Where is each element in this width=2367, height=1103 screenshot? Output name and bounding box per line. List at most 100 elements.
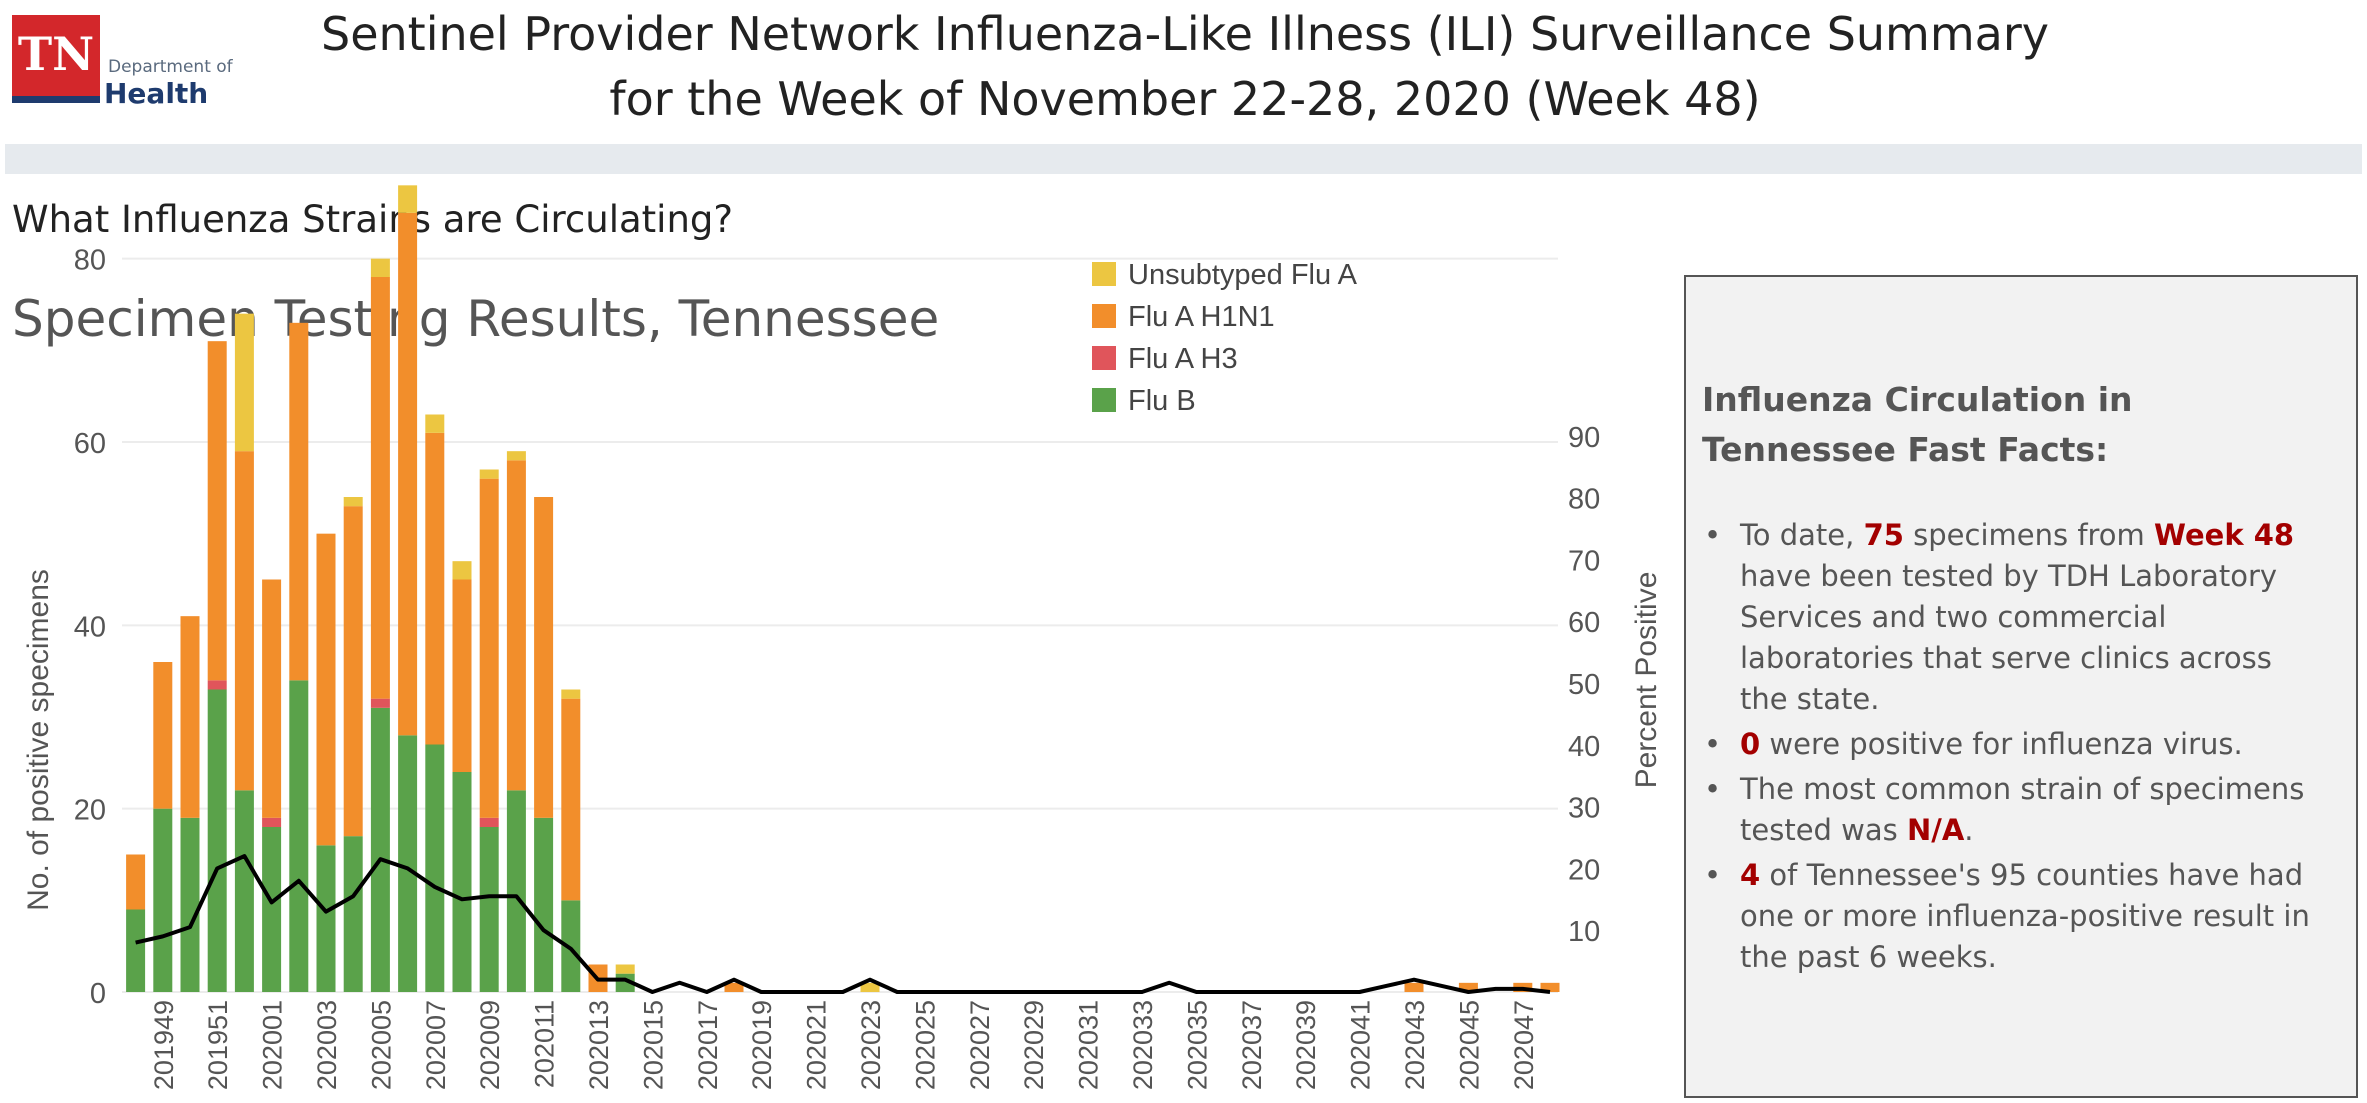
bar-flu-a-h1n1	[207, 341, 227, 681]
bar-flu-a-h3	[479, 817, 499, 827]
y-tick-label: 40	[74, 611, 106, 643]
fact-text: The most common strain of specimens test…	[1740, 772, 2305, 847]
bar-flu-b	[262, 827, 282, 992]
bar-flu-b	[425, 744, 445, 992]
bar-flu-b	[370, 707, 390, 992]
bar-unsubtyped-flu-a	[370, 258, 390, 277]
x-tick-label: 202017	[693, 1000, 723, 1090]
fact-item-strain: The most common strain of specimens test…	[1704, 769, 2324, 851]
x-tick-label: 202013	[584, 1000, 614, 1090]
page-title-line1: Sentinel Provider Network Influenza-Like…	[321, 7, 2049, 61]
bar-unsubtyped-flu-a	[234, 313, 254, 452]
bar-unsubtyped-flu-a	[561, 689, 581, 699]
y2-tick-label: 90	[1568, 422, 1600, 454]
x-tick-label: 202015	[638, 1000, 668, 1090]
tdh-logo: TN Department of Health	[12, 15, 252, 115]
bar-unsubtyped-flu-a	[452, 561, 472, 580]
bar-flu-b	[289, 680, 309, 992]
y2-tick-label: 70	[1568, 545, 1600, 577]
x-tick-label: 201951	[203, 1000, 233, 1090]
y2-tick-label: 40	[1568, 731, 1600, 763]
tn-abbrev: TN	[17, 27, 95, 81]
fact-item-specimens: To date, 75 specimens from Week 48 have …	[1704, 515, 2324, 720]
fact-text: To date,	[1740, 518, 1864, 552]
fact-text: specimens from	[1903, 518, 2155, 552]
bar-flu-a-h1n1	[452, 579, 472, 772]
bar-flu-b	[153, 808, 173, 992]
y2-axis-title: Percent Positive	[1630, 572, 1663, 789]
y2-tick-label: 20	[1568, 854, 1600, 886]
fact-item-positive: 0 were positive for influenza virus.	[1704, 724, 2324, 765]
bar-flu-b	[180, 817, 200, 992]
bar-flu-a-h1n1	[343, 506, 363, 837]
bar-flu-b	[207, 689, 227, 992]
x-tick-label: 202007	[421, 1000, 451, 1090]
chart-title: Specimen Testing Results, Tennessee	[12, 290, 940, 348]
x-tick-label: 202027	[965, 1000, 995, 1090]
bar-flu-a-h1n1	[153, 662, 173, 809]
bar-flu-b	[126, 909, 146, 992]
legend-label: Flu A H1N1	[1128, 301, 1275, 333]
bar-flu-b	[561, 900, 581, 992]
x-tick-label: 202037	[1237, 1000, 1267, 1090]
y-tick-label: 80	[74, 245, 106, 277]
bar-unsubtyped-flu-a	[343, 497, 363, 507]
y2-tick-label: 60	[1568, 607, 1600, 639]
logo-dept-text: Department of	[108, 57, 233, 77]
x-tick-label: 202039	[1291, 1000, 1321, 1090]
x-tick-label: 202003	[312, 1000, 342, 1090]
x-tick-label: 202045	[1454, 1000, 1484, 1090]
bar-unsubtyped-flu-a	[479, 469, 499, 479]
fast-facts-list: To date, 75 specimens from Week 48 have …	[1704, 515, 2324, 982]
bar-unsubtyped-flu-a	[615, 964, 635, 974]
logo-health-text: Health	[104, 77, 209, 110]
fact-common-strain: N/A	[1906, 813, 1965, 847]
x-tick-label: 201949	[149, 1000, 179, 1090]
x-tick-label: 202019	[747, 1000, 777, 1090]
bar-flu-a-h1n1	[1404, 982, 1424, 992]
page-title: Sentinel Provider Network Influenza-Like…	[270, 2, 2100, 132]
bar-flu-b	[234, 790, 254, 992]
y-tick-label: 0	[90, 978, 106, 1010]
fact-positive-count: 0	[1740, 727, 1761, 761]
x-tick-label: 202021	[802, 1000, 832, 1090]
x-tick-label: 202033	[1128, 1000, 1158, 1090]
bar-flu-a-h1n1	[126, 854, 146, 910]
bar-flu-a-h1n1	[506, 460, 526, 791]
fact-county-count: 4	[1740, 858, 1761, 892]
page-title-line2: for the Week of November 22-28, 2020 (We…	[609, 72, 1761, 126]
bar-flu-a-h1n1	[180, 616, 200, 818]
bar-flu-b	[316, 845, 336, 992]
bar-flu-a-h1n1	[316, 533, 336, 846]
x-tick-label: 202035	[1182, 1000, 1212, 1090]
fact-text: .	[1964, 813, 1974, 847]
y2-tick-label: 50	[1568, 669, 1600, 701]
fast-facts-panel: Influenza Circulation in Tennessee Fast …	[1684, 275, 2358, 1098]
bar-flu-a-h3	[207, 680, 227, 690]
bar-flu-a-h1n1	[425, 432, 445, 745]
legend-swatch	[1092, 304, 1116, 328]
bar-flu-b	[343, 836, 363, 992]
x-tick-label: 202029	[1019, 1000, 1049, 1090]
x-tick-label: 202047	[1509, 1000, 1539, 1090]
fact-week: Week 48	[2154, 518, 2295, 552]
bar-flu-b	[534, 817, 554, 992]
bar-flu-a-h1n1	[724, 982, 744, 992]
legend-label: Unsubtyped Flu A	[1128, 259, 1358, 291]
bar-flu-a-h1n1	[1540, 982, 1560, 992]
x-tick-label: 202001	[258, 1000, 288, 1090]
bar-flu-b	[479, 827, 499, 992]
x-tick-label: 202031	[1074, 1000, 1104, 1090]
bar-flu-a-h1n1	[534, 497, 554, 818]
bar-unsubtyped-flu-a	[398, 185, 418, 213]
bar-unsubtyped-flu-a	[425, 414, 445, 433]
bar-flu-a-h1n1	[1458, 982, 1478, 992]
bar-flu-b	[398, 735, 418, 992]
bar-flu-a-h1n1	[262, 579, 282, 818]
x-tick-label: 202023	[856, 1000, 886, 1090]
tn-logo-mark: TN	[12, 15, 100, 103]
bar-unsubtyped-flu-a	[506, 451, 526, 461]
x-tick-label: 202009	[475, 1000, 505, 1090]
fact-text: have been tested by TDH Laboratory Servi…	[1740, 559, 2278, 716]
x-tick-label: 202025	[910, 1000, 940, 1090]
